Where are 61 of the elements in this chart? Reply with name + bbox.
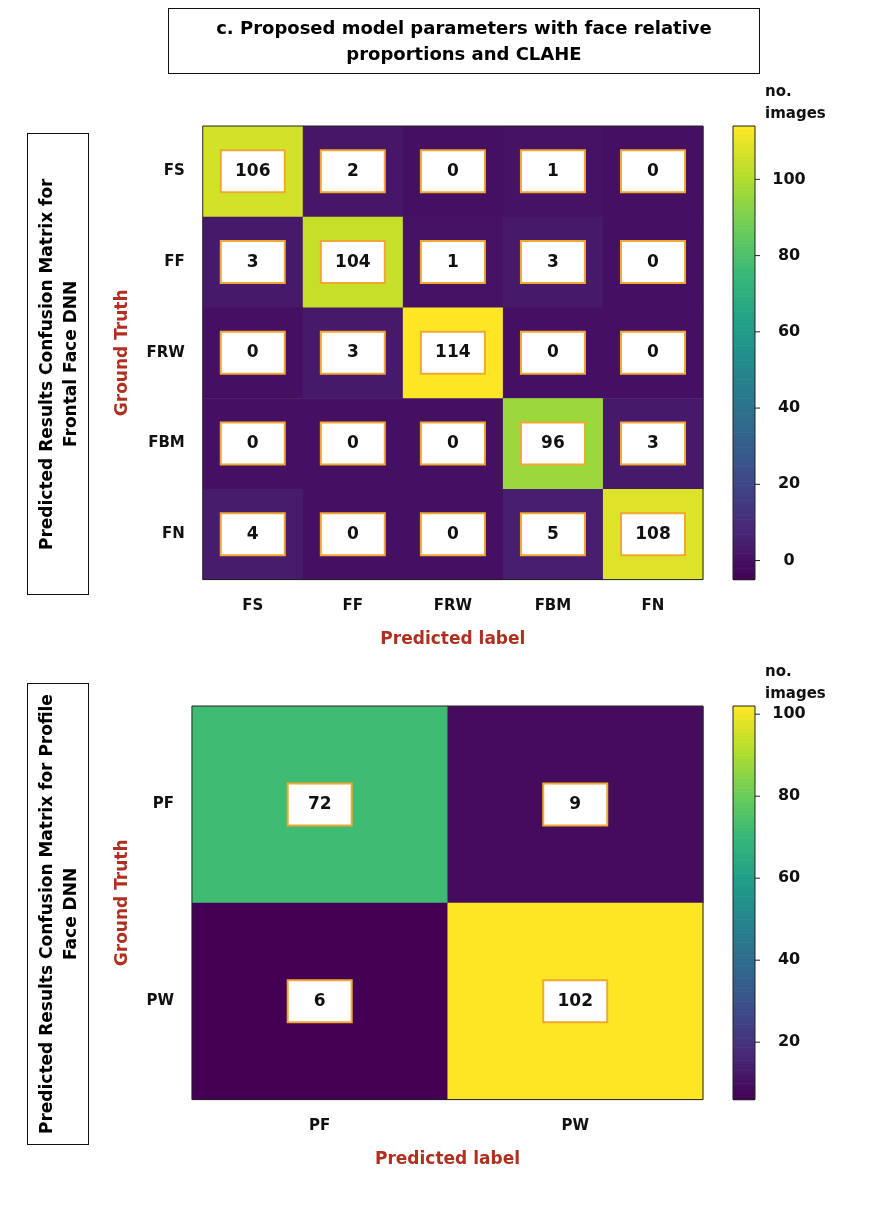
data-label: 0 [446, 431, 459, 452]
data-label: 0 [647, 341, 660, 362]
y-tick-label: FRW [146, 342, 186, 361]
x-tick-label: FBM [534, 596, 572, 615]
data-label: 1 [547, 159, 559, 180]
data-label: 0 [446, 522, 459, 543]
color-bar-title: no. images [765, 82, 826, 122]
data-label: 6 [313, 989, 326, 1010]
data-label: 0 [246, 341, 259, 362]
data-label: 9 [569, 792, 582, 813]
y-tick-label: FF [164, 251, 185, 270]
color-bar-label: 40 [777, 397, 801, 417]
x-tick-label: FF [342, 596, 364, 615]
y-tick-label: FN [161, 524, 185, 543]
data-label: 0 [446, 159, 459, 180]
color-bar-label: 0 [783, 549, 795, 569]
data-label: 0 [246, 431, 259, 452]
x-tick-label: FN [641, 596, 665, 615]
data-label: 0 [647, 250, 660, 271]
x-axis-title: Predicted label [374, 1148, 520, 1169]
y-axis-title: Ground Truth [110, 289, 131, 417]
text: Predicted Results Confusion Matrix for Profile Face DNN [27, 683, 89, 1145]
x-axis-title: Predicted label [380, 628, 526, 649]
data-label: 0 [346, 522, 359, 543]
data-label: 5 [547, 522, 559, 543]
data-label: 3 [647, 431, 659, 452]
data-label: 102 [557, 989, 593, 1010]
color-bar-label: 100 [772, 168, 806, 188]
data-label: 96 [541, 431, 565, 452]
data-label: 104 [335, 250, 371, 271]
color-bar-label: 40 [777, 949, 801, 969]
chart-title: c. Proposed model parameters with face relative proportions and CLAHE [168, 8, 760, 74]
color-bar-label: 60 [777, 867, 801, 887]
data-label: 2 [346, 159, 359, 180]
y-tick-label: PW [146, 991, 175, 1010]
data-label: 114 [435, 341, 471, 362]
data-label: 0 [647, 159, 660, 180]
data-label: 3 [547, 250, 559, 271]
text: Predicted Results Confusion Matrix for Frontal Face DNN [27, 133, 89, 595]
data-label: 0 [346, 431, 359, 452]
data-label: 106 [235, 159, 271, 180]
data-label: 108 [635, 522, 671, 543]
y-tick-label: FBM [148, 433, 185, 452]
data-label: 3 [246, 250, 259, 271]
data-label: 4 [246, 522, 259, 543]
data-label: 72 [307, 792, 332, 813]
color-bar-label: 20 [777, 1031, 801, 1051]
y-tick-label: PF [152, 794, 174, 813]
data-label: 1 [446, 250, 459, 271]
color-bar-title: no. images [765, 662, 826, 702]
data-label: 3 [346, 341, 359, 362]
y-tick-label: FS [163, 161, 185, 180]
color-bar-label: 100 [772, 703, 806, 723]
color-bar-label: 80 [777, 244, 801, 264]
x-tick-label: FRW [433, 596, 473, 615]
x-tick-label: FS [242, 596, 264, 615]
color-bar-label: 80 [777, 785, 801, 805]
color-bar-label: 60 [777, 320, 801, 340]
y-axis-title: Ground Truth [110, 839, 131, 967]
data-label: 0 [547, 341, 559, 362]
color-bar-label: 20 [777, 473, 801, 493]
